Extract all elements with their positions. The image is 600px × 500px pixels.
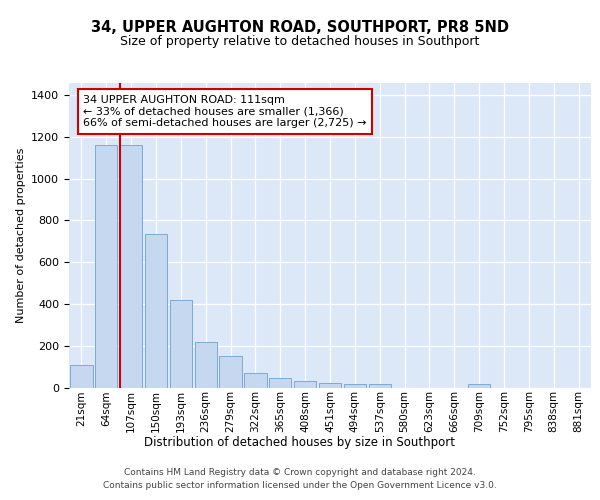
Text: Contains public sector information licensed under the Open Government Licence v3: Contains public sector information licen…	[103, 480, 497, 490]
Bar	[170, 300, 192, 388]
Bar	[344, 384, 366, 388]
Text: Contains HM Land Registry data © Crown copyright and database right 2024.: Contains HM Land Registry data © Crown c…	[124, 468, 476, 477]
Text: 34, UPPER AUGHTON ROAD, SOUTHPORT, PR8 5ND: 34, UPPER AUGHTON ROAD, SOUTHPORT, PR8 5…	[91, 20, 509, 35]
Bar	[368, 384, 391, 388]
Bar	[70, 365, 92, 388]
Bar	[145, 234, 167, 388]
Bar	[95, 145, 118, 388]
Text: Distribution of detached houses by size in Southport: Distribution of detached houses by size …	[145, 436, 455, 449]
Bar	[194, 342, 217, 388]
Bar	[468, 384, 490, 388]
Text: Size of property relative to detached houses in Southport: Size of property relative to detached ho…	[121, 35, 479, 48]
Text: 34 UPPER AUGHTON ROAD: 111sqm
← 33% of detached houses are smaller (1,366)
66% o: 34 UPPER AUGHTON ROAD: 111sqm ← 33% of d…	[83, 95, 367, 128]
Bar	[120, 145, 142, 388]
Bar	[319, 384, 341, 388]
Bar	[294, 381, 316, 388]
Bar	[269, 378, 292, 388]
Y-axis label: Number of detached properties: Number of detached properties	[16, 148, 26, 322]
Bar	[220, 356, 242, 388]
Bar	[244, 373, 266, 388]
